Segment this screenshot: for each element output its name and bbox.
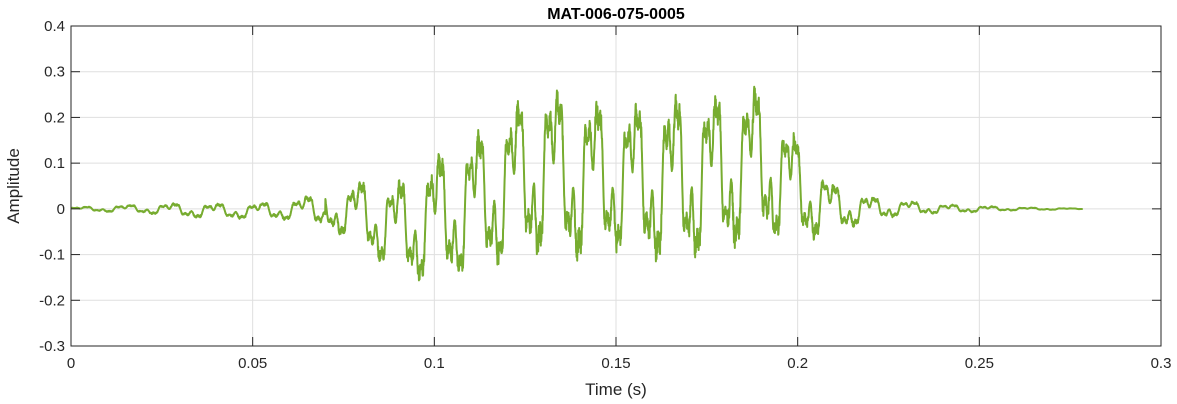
y-tick-label: -0.3	[39, 338, 65, 355]
y-tick-label: 0.4	[44, 18, 65, 35]
waveform-line	[70, 85, 1084, 282]
signal-trace	[70, 85, 1084, 282]
x-tick-label: 0.3	[1151, 355, 1172, 372]
y-axis-title: Amplitude	[4, 148, 23, 224]
y-tick-label: 0.1	[44, 155, 65, 172]
axis-ticks: 0 0.05 0.1 0.15 0.2 0.25 0.3 -0.3 -0.2 -0.1 0 0.1 0.…	[39, 18, 1171, 372]
x-tick-label: 0.05	[238, 355, 267, 372]
y-tick-label: 0.3	[44, 64, 65, 81]
y-tick-label: 0	[57, 201, 65, 218]
y-tick-label: -0.1	[39, 247, 65, 264]
x-tick-label: 0.15	[601, 355, 630, 372]
x-axis-title: Time (s)	[585, 380, 647, 399]
x-tick-label: 0.1	[424, 355, 445, 372]
y-tick-label: -0.2	[39, 292, 65, 309]
x-tick-label: 0.2	[787, 355, 808, 372]
x-tick-label: 0.25	[965, 355, 994, 372]
grid-lines	[70, 25, 1162, 347]
x-tick-label: 0	[67, 355, 75, 372]
chart-title: MAT-006-075-0005	[547, 6, 685, 23]
y-tick-label: 0.2	[44, 109, 65, 126]
